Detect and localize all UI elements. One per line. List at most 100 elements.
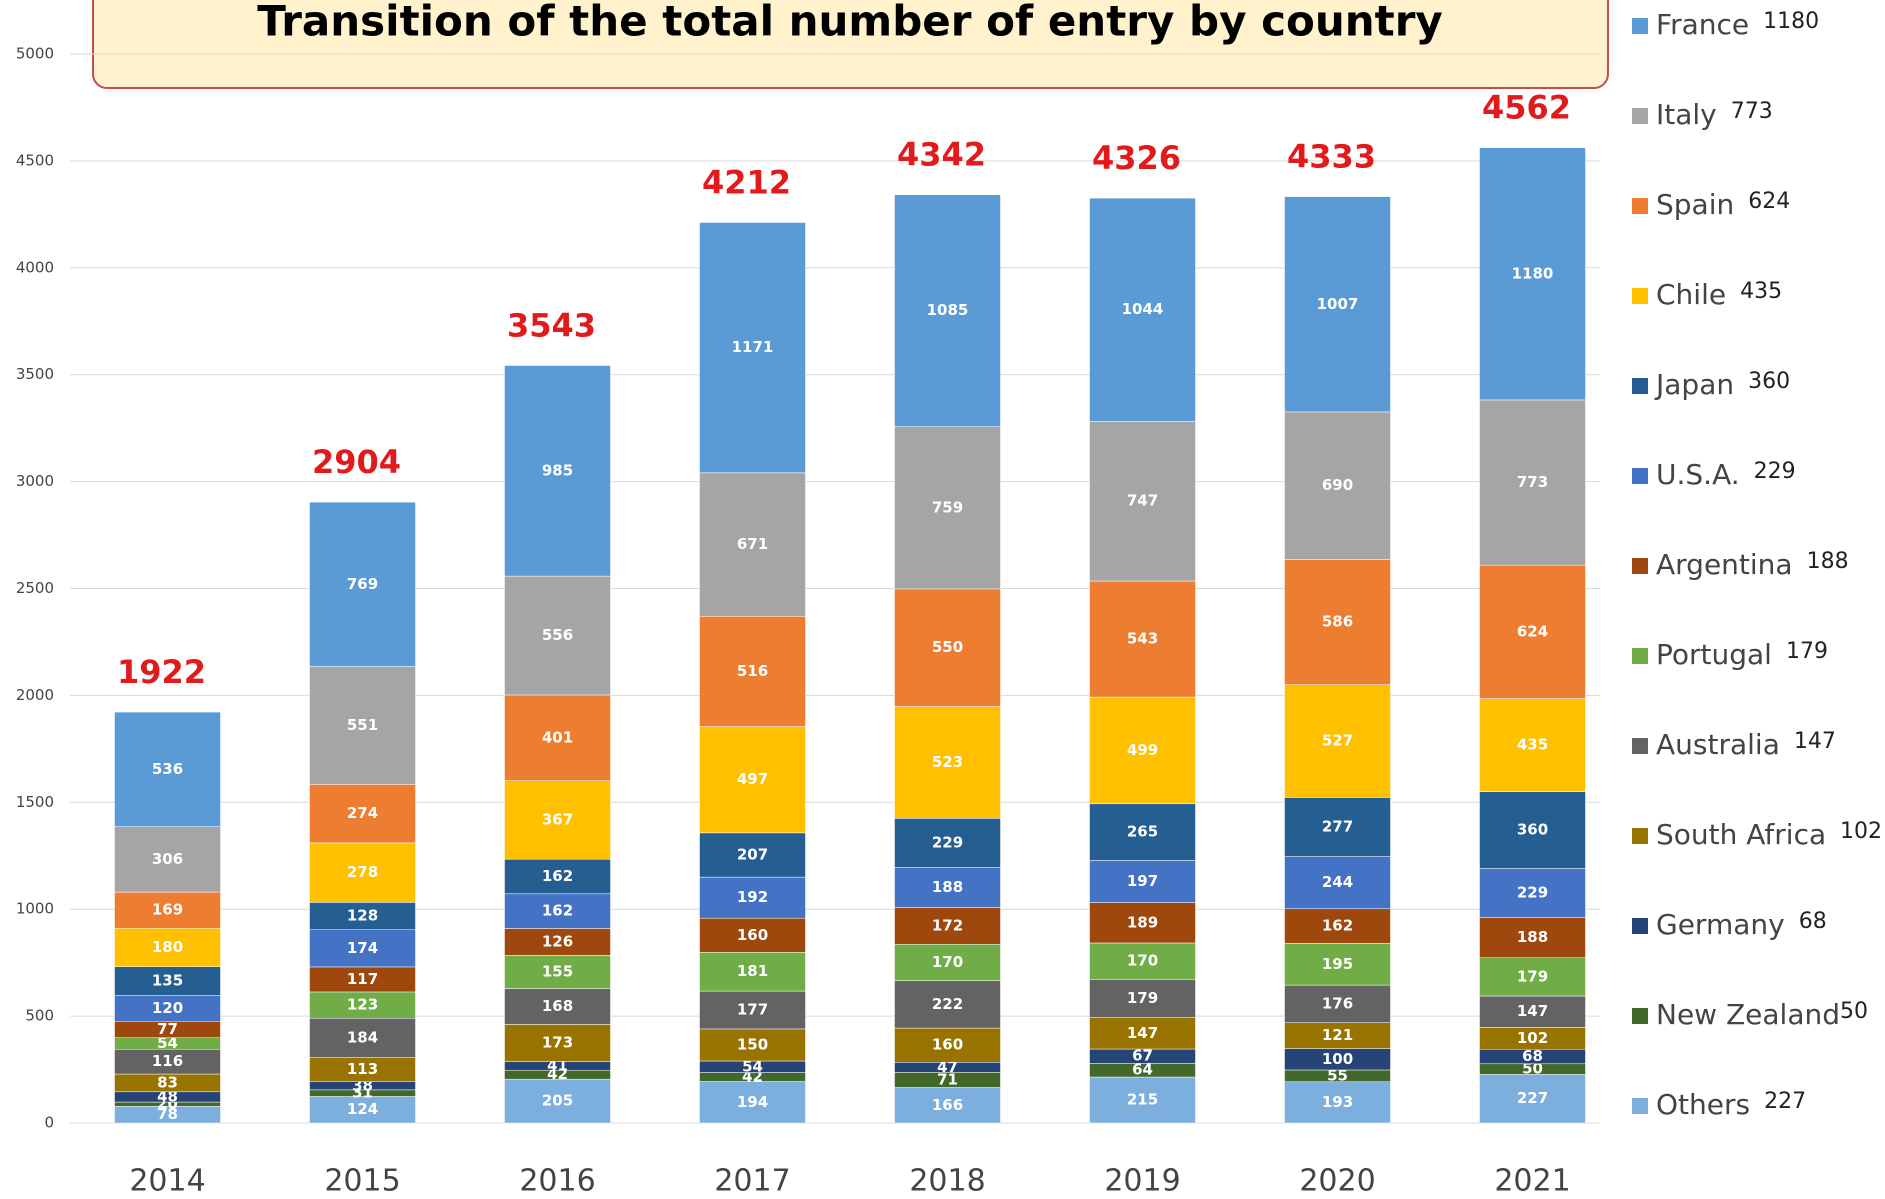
bar-segment xyxy=(1089,580,1196,698)
legend-value: 1180 xyxy=(1763,9,1819,34)
segment-label: 170 xyxy=(932,953,963,971)
legend-swatch xyxy=(1632,738,1648,754)
legend-value: 227 xyxy=(1764,1089,1806,1114)
segment-label: 195 xyxy=(1322,955,1353,973)
bar-segment xyxy=(1479,791,1586,869)
total-label: 1922 xyxy=(117,653,206,691)
bar-segment xyxy=(699,472,806,617)
segment-label: 162 xyxy=(542,867,573,885)
bar-segment xyxy=(504,575,611,696)
segment-label: 205 xyxy=(542,1092,573,1110)
segment-label: 244 xyxy=(1322,873,1353,891)
segment-label: 306 xyxy=(152,850,183,868)
bar-segment xyxy=(699,616,806,727)
segment-label: 68 xyxy=(1522,1047,1543,1065)
bar-segment xyxy=(1284,411,1391,560)
y-tick-label: 5000 xyxy=(16,45,54,63)
segment-label: 54 xyxy=(157,1034,178,1052)
segment-label: 215 xyxy=(1127,1091,1158,1109)
bar-segment xyxy=(309,929,416,968)
segment-label: 516 xyxy=(737,662,768,680)
y-tick-label: 4000 xyxy=(16,258,54,276)
segment-label: 527 xyxy=(1322,732,1353,750)
bar-segment xyxy=(894,907,1001,945)
bar-segment xyxy=(1479,147,1586,401)
legend-swatch xyxy=(1632,918,1648,934)
bar-segment xyxy=(1479,995,1586,1028)
x-tick-label: 2018 xyxy=(909,1164,985,1199)
segment-label: 227 xyxy=(1517,1089,1548,1107)
legend-label: Others xyxy=(1656,1088,1750,1121)
legend-swatch xyxy=(1632,1098,1648,1114)
segment-label: 135 xyxy=(152,972,183,990)
legend-label: Australia xyxy=(1656,728,1780,761)
segment-label: 78 xyxy=(157,1105,178,1123)
bar-segment xyxy=(1284,1081,1391,1124)
segment-label: 162 xyxy=(1322,917,1353,935)
segment-label: 71 xyxy=(937,1070,958,1088)
legend-label: U.S.A. xyxy=(1656,458,1740,491)
x-tick-label: 2021 xyxy=(1494,1164,1570,1199)
segment-label: 77 xyxy=(157,1020,178,1038)
legend-swatch xyxy=(1632,1008,1648,1024)
bar-segment xyxy=(1089,803,1196,861)
segment-label: 150 xyxy=(737,1035,768,1053)
bar-segment xyxy=(1479,917,1586,958)
segment-label: 1044 xyxy=(1122,300,1164,318)
y-tick-label: 3000 xyxy=(16,472,54,490)
segment-label: 197 xyxy=(1127,872,1158,890)
total-label: 4212 xyxy=(702,163,791,201)
bar-segment xyxy=(699,917,806,953)
total-label: 4326 xyxy=(1092,139,1181,177)
bar-segment xyxy=(894,944,1001,981)
segment-label: 360 xyxy=(1517,821,1548,839)
bar-segment xyxy=(1479,868,1586,918)
segment-label: 128 xyxy=(347,907,378,925)
bar-segment xyxy=(1479,1074,1586,1124)
bar-segment xyxy=(504,780,611,860)
y-tick-label: 1500 xyxy=(16,793,54,811)
bar-segment xyxy=(894,1027,1001,1063)
legend-label: Spain xyxy=(1656,188,1734,221)
segment-label: 55 xyxy=(1327,1066,1348,1084)
legend-swatch xyxy=(1632,648,1648,664)
bar-segment xyxy=(1089,421,1196,582)
segment-label: 50 xyxy=(1522,1060,1543,1078)
segment-label: 207 xyxy=(737,846,768,864)
bar-segment xyxy=(699,832,806,878)
segment-label: 624 xyxy=(1517,622,1548,640)
bar-segment xyxy=(894,818,1001,868)
title-box xyxy=(92,0,1609,89)
bar-segment xyxy=(1479,698,1586,792)
segment-label: 265 xyxy=(1127,823,1158,841)
segment-label: 180 xyxy=(152,938,183,956)
bar-segment xyxy=(504,893,611,929)
bar-segment xyxy=(1284,1022,1391,1049)
segment-label: 192 xyxy=(737,888,768,906)
segment-label: 126 xyxy=(542,932,573,950)
segment-label: 499 xyxy=(1127,741,1158,759)
x-tick-label: 2015 xyxy=(324,1164,400,1199)
legend-value: 147 xyxy=(1794,729,1836,754)
segment-label: 120 xyxy=(152,999,183,1017)
total-label: 4562 xyxy=(1482,89,1571,127)
legend-swatch xyxy=(1632,288,1648,304)
y-tick-label: 2500 xyxy=(16,579,54,597)
legend-value: 773 xyxy=(1731,99,1773,124)
segment-label: 64 xyxy=(1132,1061,1153,1079)
segment-label: 367 xyxy=(542,810,573,828)
bar-segment xyxy=(309,902,416,930)
bar-segment xyxy=(309,1057,416,1082)
y-tick-label: 2000 xyxy=(16,686,54,704)
segment-label: 551 xyxy=(347,716,378,734)
segment-label: 229 xyxy=(1517,884,1548,902)
segment-label: 116 xyxy=(152,1052,183,1070)
segment-label: 274 xyxy=(347,804,378,822)
legend-value: 102 xyxy=(1840,819,1882,844)
segment-label: 160 xyxy=(932,1036,963,1054)
segment-label: 169 xyxy=(152,901,183,919)
segment-label: 773 xyxy=(1517,473,1548,491)
bar-segment xyxy=(894,1087,1001,1124)
bar-segment xyxy=(1479,564,1586,699)
segment-label: 1085 xyxy=(927,301,969,319)
